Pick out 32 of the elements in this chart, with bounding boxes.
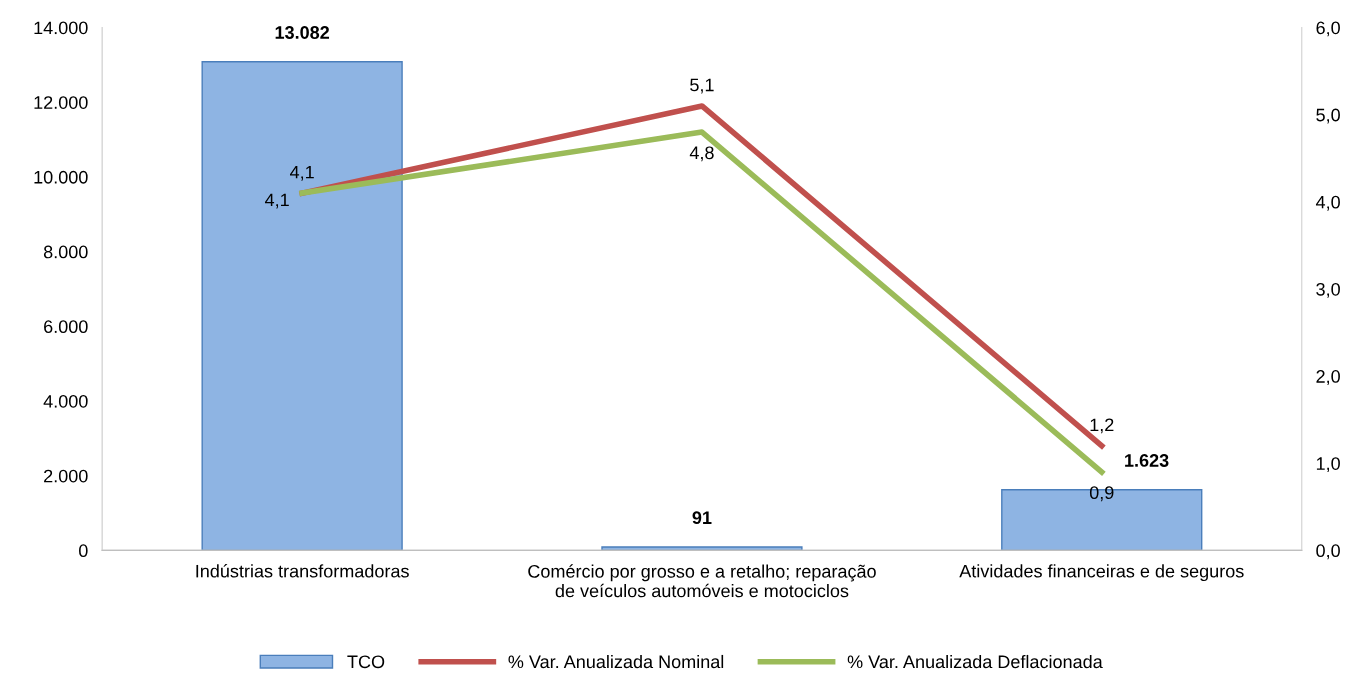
y-tick-label: 12.000	[34, 96, 88, 109]
y2-tick-label: 1,0	[1316, 457, 1340, 473]
x-tick-label: Atividades financeiras e de seguros	[959, 564, 1244, 582]
bar	[601, 546, 803, 551]
bar	[201, 61, 403, 551]
y2-tick-label: 6,0	[1316, 21, 1340, 37]
data-label: 4,1	[290, 165, 314, 181]
x-tick-label: Indústrias transformadoras	[196, 564, 409, 578]
data-label: 0,9	[1089, 486, 1114, 502]
y2-tick-label: 0,0	[1316, 544, 1340, 560]
y-tick-label: 6.000	[44, 320, 88, 334]
y-tick-label: 2.000	[44, 469, 88, 483]
y2-tick-label: 4,0	[1315, 195, 1340, 211]
x-tick-label: Comércio por grosso e a retalho; reparação de veículos automóveis e motociclos	[528, 564, 876, 598]
data-label: 4,8	[689, 146, 714, 162]
y-tick-label: 8.000	[43, 245, 88, 259]
y2-tick-label: 5,0	[1316, 108, 1340, 124]
y-tick-label: 10.000	[34, 170, 88, 184]
y-tick-label: 0	[79, 544, 88, 558]
data-label: 4,1	[265, 193, 289, 209]
legend-label: % Var. Anualizada Deflacionada	[847, 654, 1103, 669]
y-tick-label: 4.000	[43, 394, 88, 408]
data-label: 1,2	[1090, 418, 1114, 434]
y2-tick-label: 3,0	[1316, 282, 1340, 298]
y-tick-label: 14.000	[34, 21, 88, 35]
data-label: 5,1	[690, 78, 714, 94]
data-label: 13.082	[275, 26, 330, 39]
data-label: 1.623	[1125, 454, 1169, 467]
data-label: 91	[692, 511, 712, 525]
y2-tick-label: 2,0	[1316, 370, 1340, 385]
legend-label: % Var. Anualizada Nominal	[508, 654, 724, 669]
legend-label: TCO	[347, 655, 385, 669]
